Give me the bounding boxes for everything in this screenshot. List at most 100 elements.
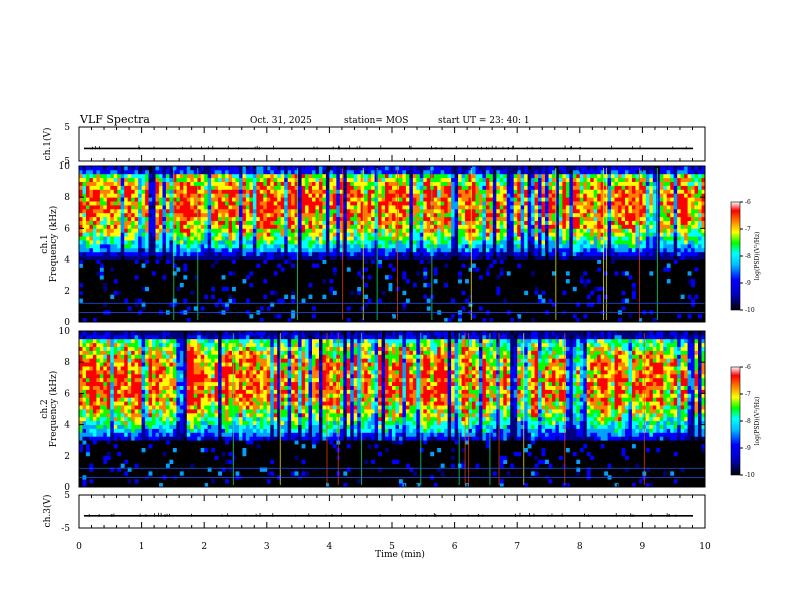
spectrogram-cell bbox=[492, 201, 497, 206]
spectrogram-cell bbox=[218, 224, 222, 229]
spectrogram-cell bbox=[694, 220, 699, 225]
spectrogram-cell bbox=[138, 205, 142, 210]
spectrogram-cell bbox=[447, 236, 452, 241]
spectrogram-cell bbox=[141, 208, 146, 214]
spectrogram-cell bbox=[346, 244, 351, 249]
spectrogram-cell bbox=[259, 212, 264, 218]
spectrogram-cell bbox=[89, 197, 94, 202]
spectrogram-cell bbox=[183, 240, 188, 245]
spectrogram-cell bbox=[558, 201, 563, 206]
spectrogram-cell bbox=[266, 201, 271, 206]
spectrogram-cell bbox=[186, 232, 191, 237]
spectrogram-cell bbox=[124, 205, 129, 210]
spectrogram-cell bbox=[583, 173, 588, 179]
spectrogram-cell bbox=[110, 224, 115, 229]
spectrogram-cell bbox=[642, 216, 647, 221]
spectrogram-cell bbox=[280, 224, 285, 229]
spectrogram-cell bbox=[225, 208, 229, 214]
spectrogram-cell bbox=[614, 232, 619, 237]
spectrogram-cell bbox=[336, 240, 341, 245]
spectrogram-cell bbox=[120, 185, 125, 190]
spectrogram-cell bbox=[485, 185, 490, 190]
spectrogram-cell bbox=[211, 193, 216, 198]
spectrogram-cell bbox=[419, 205, 424, 210]
spectrogram-cell bbox=[478, 166, 483, 171]
spectrogram-cell bbox=[294, 189, 299, 194]
spectrogram-cell bbox=[618, 244, 622, 249]
spectrogram-cell bbox=[357, 228, 362, 233]
spectrogram-cell bbox=[291, 298, 296, 303]
spectrogram-cell bbox=[506, 240, 511, 245]
spectrogram-cell bbox=[284, 189, 289, 194]
spectrogram-cell bbox=[266, 166, 271, 171]
spectrogram-cell bbox=[308, 193, 313, 198]
spectrogram-cell bbox=[600, 169, 605, 175]
spectrogram-cell bbox=[172, 189, 177, 194]
spectrogram-cell bbox=[308, 255, 313, 260]
spectrogram-cell bbox=[301, 224, 306, 229]
spectrogram-cell bbox=[499, 212, 504, 218]
spectrogram-cell bbox=[162, 224, 167, 229]
spectrogram-cell bbox=[694, 193, 699, 198]
spectrogram-cell bbox=[211, 189, 216, 194]
spectrogram-cell bbox=[444, 216, 449, 221]
spectrogram-cell bbox=[524, 185, 529, 190]
spectrogram-cell bbox=[120, 169, 125, 175]
spectrogram-cell bbox=[551, 244, 556, 249]
spectrogram-cell bbox=[656, 205, 661, 210]
spectrogram-cell bbox=[482, 193, 487, 198]
spectrogram-cell bbox=[510, 181, 515, 186]
spectrogram-cell bbox=[228, 185, 233, 190]
spectrogram-cell bbox=[645, 224, 650, 229]
spectrogram-cell bbox=[214, 173, 219, 179]
spectrogram-cell bbox=[489, 197, 494, 202]
spectrogram-cell bbox=[259, 166, 264, 171]
spectrogram-cell bbox=[113, 228, 118, 233]
spectrogram-cell bbox=[350, 205, 355, 210]
spectrogram-cell bbox=[631, 220, 636, 225]
spectrogram-cell bbox=[496, 201, 501, 206]
spectrogram-cell bbox=[127, 169, 132, 175]
spectrogram-cell bbox=[698, 236, 702, 241]
spectrogram-cell bbox=[680, 193, 685, 198]
spectrogram-cell bbox=[468, 205, 473, 210]
spectrogram-cell bbox=[687, 181, 692, 186]
spectrogram-cell bbox=[294, 208, 299, 214]
spectrogram-cell bbox=[85, 448, 90, 453]
spectrogram-cell bbox=[242, 208, 247, 214]
spectrogram-cell bbox=[357, 255, 362, 260]
spectrogram-cell bbox=[325, 205, 330, 210]
spectrogram-cell bbox=[308, 173, 313, 179]
spectrogram-cell bbox=[89, 247, 94, 253]
spectrogram-cell bbox=[193, 173, 198, 179]
spectrogram-cell bbox=[628, 228, 633, 233]
spectrogram-cell bbox=[541, 169, 546, 175]
spectrogram-cell bbox=[458, 197, 462, 202]
spectrogram-cell bbox=[496, 193, 501, 198]
spectrogram-cell bbox=[158, 177, 163, 182]
spectrogram-cell bbox=[364, 173, 369, 179]
spectrogram-cell bbox=[631, 197, 636, 202]
spectrogram-cell bbox=[423, 220, 428, 225]
spectrogram-cell bbox=[531, 271, 535, 276]
spectrogram-cell bbox=[684, 216, 689, 221]
spectrogram-cell bbox=[305, 216, 309, 221]
spectrogram-cell bbox=[364, 181, 369, 186]
spectrogram-cell bbox=[451, 244, 455, 249]
spectrogram-cell bbox=[169, 169, 174, 175]
spectrogram-cell bbox=[249, 240, 254, 245]
spectrogram-cell bbox=[117, 244, 122, 249]
spectrogram-cell bbox=[569, 224, 574, 229]
spectrogram-cell bbox=[402, 185, 407, 190]
spectrogram-cell bbox=[419, 208, 424, 214]
spectrogram-cell bbox=[82, 185, 87, 190]
spectrogram-cell bbox=[120, 193, 125, 198]
spectrogram-cell bbox=[652, 224, 657, 229]
spectrogram-cell bbox=[332, 208, 337, 214]
spectrogram-cell bbox=[350, 255, 355, 260]
spectrogram-cell bbox=[360, 208, 365, 214]
spectrogram-cell bbox=[85, 436, 90, 441]
spectrogram-cell bbox=[294, 216, 299, 221]
spectrogram-cell bbox=[517, 193, 522, 198]
spectrogram-cell bbox=[266, 169, 271, 175]
